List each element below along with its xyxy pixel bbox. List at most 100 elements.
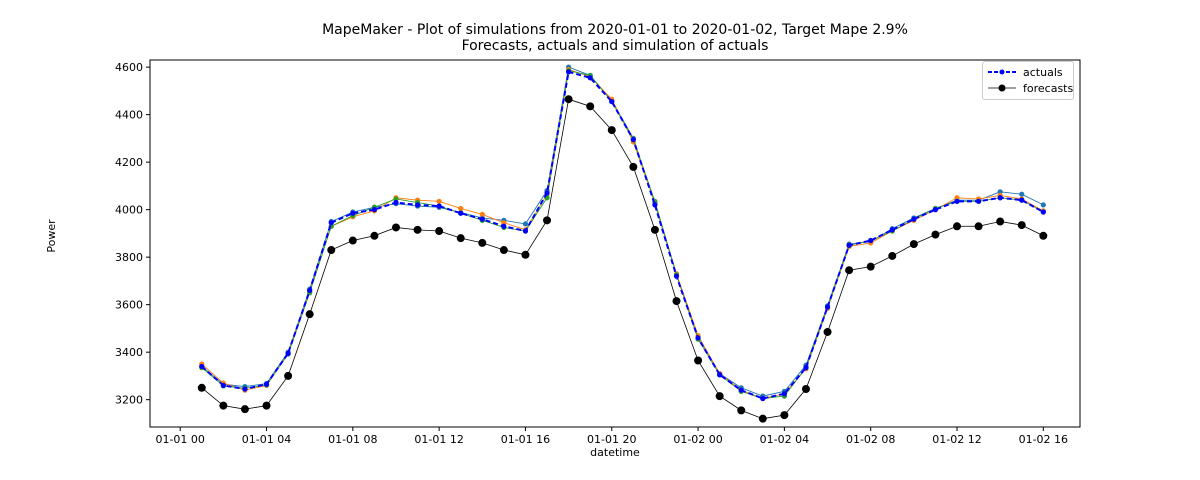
data-point [436, 203, 442, 209]
legend-swatch-actuals [988, 69, 1016, 75]
plot-area [149, 59, 1081, 428]
series-forecasts [197, 95, 1048, 423]
legend: actuals forecasts [982, 61, 1074, 100]
data-point [974, 222, 983, 231]
data-point [780, 411, 789, 420]
data-point [801, 384, 810, 393]
data-point [673, 273, 680, 279]
data-point [348, 236, 357, 245]
data-point [846, 242, 852, 248]
data-point [953, 222, 962, 231]
data-point [479, 216, 485, 222]
x-tick-label: 01-01 16 [501, 433, 550, 446]
data-point [197, 383, 206, 392]
data-point [587, 75, 593, 81]
data-point [715, 392, 724, 401]
x-axis: 01-01 00 01-01 04 01-01 08 01-01 12 01-01 16… [155, 427, 1068, 446]
data-point [435, 227, 444, 236]
y-tick-label: 4400 [115, 109, 143, 122]
data-point [760, 395, 766, 402]
data-point [501, 220, 507, 226]
y-tick-label: 3600 [115, 299, 143, 312]
y-axis: 3200 3400 3600 3800 4000 4200 4400 4600 [115, 61, 150, 407]
data-point [909, 240, 918, 249]
data-point [350, 210, 356, 216]
data-point [566, 69, 572, 75]
data-point [888, 251, 897, 260]
legend-item-forecasts: forecasts [988, 81, 1073, 95]
x-tick-label: 01-02 16 [1019, 433, 1068, 446]
data-point [695, 335, 701, 341]
x-tick-label: 01-01 12 [414, 433, 463, 446]
data-point [240, 405, 249, 414]
x-axis-label: datetime [590, 446, 640, 459]
data-point [1040, 202, 1046, 208]
x-tick-label: 01-02 12 [932, 433, 981, 446]
data-point [954, 195, 960, 201]
data-point [501, 223, 507, 229]
data-point [652, 202, 658, 208]
data-point [1019, 191, 1025, 197]
data-point [285, 350, 291, 356]
data-point [868, 237, 874, 244]
data-point [307, 287, 313, 294]
data-point [607, 126, 616, 135]
data-point [262, 401, 271, 410]
x-tick-label: 01-01 20 [587, 433, 636, 446]
data-point [219, 401, 228, 410]
data-point [327, 246, 336, 255]
data-point [458, 205, 464, 212]
x-tick-label: 01-01 00 [155, 433, 204, 446]
data-point [522, 228, 529, 234]
data-point [199, 363, 205, 370]
legend-swatch-forecasts [988, 84, 1016, 92]
legend-label-actuals: actuals [1023, 65, 1063, 79]
x-tick-label: 01-02 00 [673, 433, 722, 446]
data-point [630, 136, 636, 143]
series-layer [197, 64, 1048, 423]
data-point [522, 221, 529, 227]
x-tick-label: 01-02 04 [760, 433, 809, 446]
data-point [781, 391, 787, 397]
data-point [672, 297, 681, 306]
data-point [911, 216, 917, 222]
data-point [586, 102, 595, 111]
data-point [521, 250, 530, 259]
data-point [263, 381, 270, 387]
data-point [609, 98, 615, 105]
series-line [201, 70, 1044, 400]
y-tick-label: 3200 [115, 394, 143, 407]
data-point [694, 356, 703, 365]
y-tick-label: 4000 [115, 204, 143, 217]
data-point [1040, 209, 1046, 215]
data-point [997, 189, 1003, 195]
data-point [543, 216, 552, 225]
x-tick-label: 01-01 04 [242, 433, 291, 446]
data-point [758, 414, 767, 423]
data-point [932, 207, 939, 213]
data-point [866, 262, 875, 271]
data-point [544, 190, 550, 196]
data-point [996, 217, 1005, 226]
data-point [478, 238, 487, 247]
data-point [242, 386, 248, 392]
data-point [564, 95, 573, 104]
data-point [371, 207, 378, 213]
y-tick-label: 4600 [115, 61, 143, 74]
data-point [1017, 221, 1026, 230]
data-point [1039, 231, 1048, 240]
data-point [391, 223, 400, 232]
data-point [823, 327, 832, 336]
chart-title: MapeMaker - Plot of simulations from 202… [322, 22, 908, 38]
data-point [284, 371, 293, 380]
data-point [824, 304, 831, 310]
data-point [629, 162, 638, 171]
data-point [845, 266, 854, 275]
x-tick-label: 01-01 08 [328, 433, 377, 446]
data-point [931, 230, 940, 239]
data-point [499, 246, 508, 255]
data-point [737, 406, 746, 415]
y-axis-label: Power [45, 219, 58, 253]
chart-subtitle: Forecasts, actuals and simulation of act… [461, 38, 769, 54]
data-point [393, 196, 399, 202]
